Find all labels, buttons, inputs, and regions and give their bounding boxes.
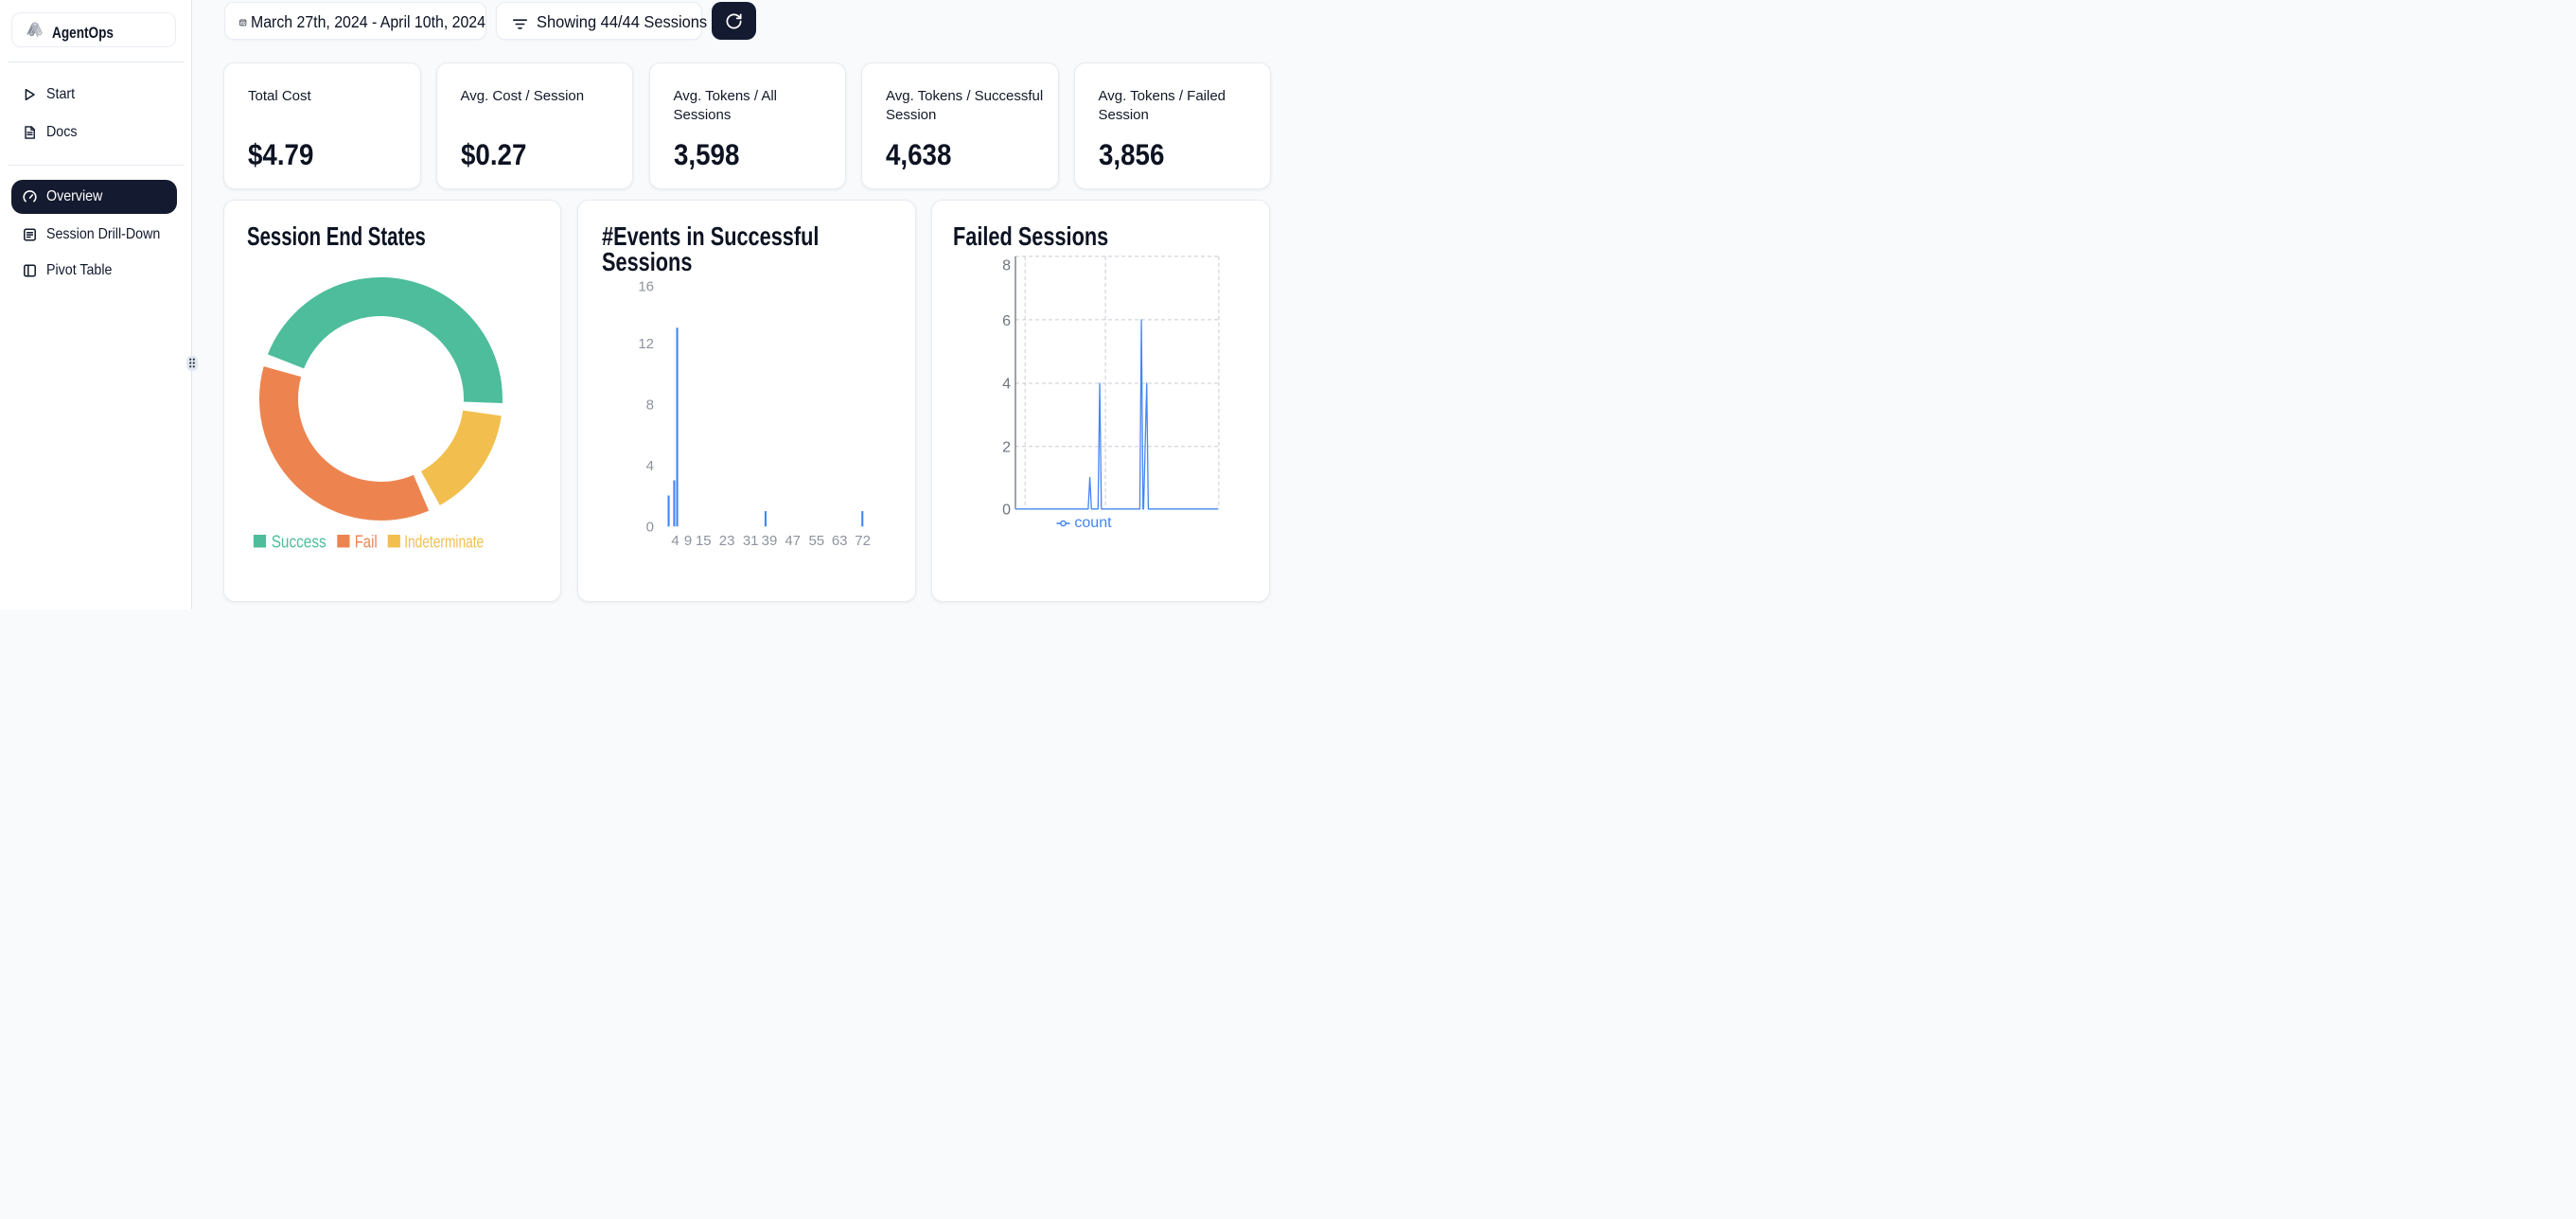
svg-text:31: 31 <box>743 533 759 549</box>
svg-text:23: 23 <box>719 533 735 549</box>
svg-text:8: 8 <box>1002 258 1011 274</box>
svg-text:4: 4 <box>1002 377 1011 393</box>
svg-text:8: 8 <box>646 397 654 413</box>
svg-text:72: 72 <box>855 533 871 549</box>
svg-text:4: 4 <box>671 533 679 549</box>
svg-text:47: 47 <box>785 533 801 549</box>
svg-text:0: 0 <box>1002 502 1011 518</box>
svg-text:15: 15 <box>696 533 712 549</box>
svg-text:55: 55 <box>808 533 824 549</box>
svg-text:Indeterminate: Indeterminate <box>404 533 484 552</box>
svg-text:Success: Success <box>271 533 326 552</box>
svg-text:16: 16 <box>638 279 654 295</box>
svg-text:Fail: Fail <box>354 533 377 552</box>
svg-text:63: 63 <box>832 533 848 549</box>
svg-text:9: 9 <box>684 533 692 549</box>
svg-text:39: 39 <box>762 533 778 549</box>
svg-text:2: 2 <box>1002 440 1011 456</box>
svg-text:12: 12 <box>638 336 654 352</box>
svg-text:4: 4 <box>646 458 654 474</box>
svg-text:0: 0 <box>646 520 654 536</box>
svg-text:6: 6 <box>1002 313 1011 329</box>
svg-text:count: count <box>1074 515 1112 531</box>
